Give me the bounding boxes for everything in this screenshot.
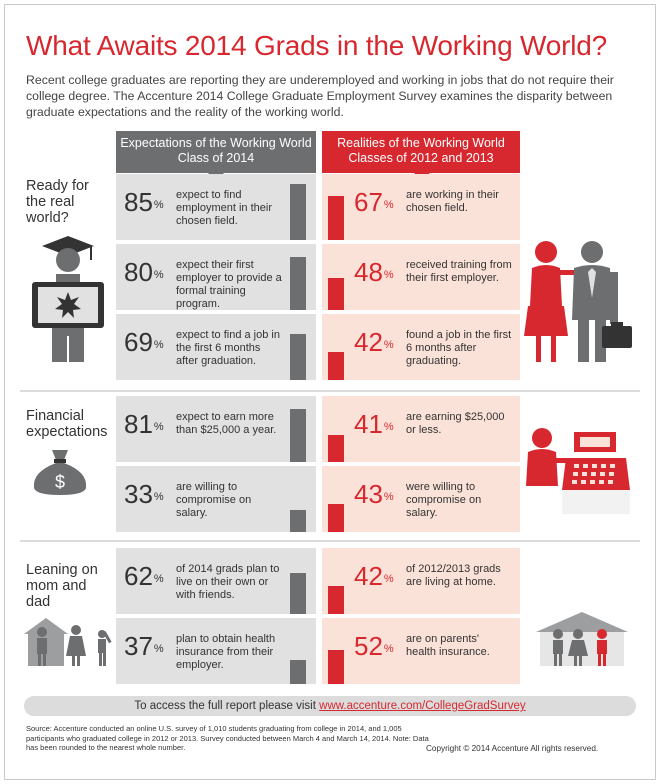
section-label-financial: Financial expectations <box>26 408 107 440</box>
expectation-bar <box>290 334 306 380</box>
reality-description: are earning $25,000 or less. <box>406 411 505 436</box>
expectation-percent: 85% <box>124 187 164 217</box>
reality-cell: 48% received training from their first e… <box>322 244 520 310</box>
stat-row: 33% are willing to compromise on salary.… <box>116 466 520 532</box>
family-icon <box>24 618 112 666</box>
reality-bar <box>328 278 344 310</box>
section-label-leaning: Leaning on mom and dad <box>26 562 98 610</box>
business-people-icon <box>524 241 632 362</box>
svg-text:$: $ <box>55 472 65 492</box>
cash-register-icon <box>526 428 630 514</box>
reality-description: received training from their first emplo… <box>406 259 512 284</box>
stat-row: 37% plan to obtain health insurance from… <box>116 618 520 684</box>
realities-header-line1: Realities of the Working World <box>337 136 505 150</box>
expectation-description: expect to earn more than $25,000 a year. <box>176 411 277 436</box>
stat-row: 62% of 2014 grads plan to live on their … <box>116 548 520 614</box>
reality-bar <box>328 504 344 532</box>
expectation-description: are willing to compromise on salary. <box>176 481 252 519</box>
realities-header-line2: Classes of 2012 and 2013 <box>348 151 494 165</box>
expectations-column-header: Expectations of the Working World Class … <box>116 131 316 181</box>
section-label-line: mom and <box>26 578 87 594</box>
reality-description: are on parents' health insurance. <box>406 633 490 658</box>
expectation-bar <box>290 257 306 310</box>
expectation-cell: 69% expect to find a job in the first 6 … <box>116 314 316 380</box>
section-label-line: expectations <box>26 424 108 440</box>
expectation-description: of 2014 grads plan to live on their own … <box>176 563 280 601</box>
section-label-line: world? <box>26 210 69 226</box>
reality-percent: 48% <box>354 257 394 287</box>
expectation-cell: 80% expect their first employer to provi… <box>116 244 316 310</box>
reality-description: of 2012/2013 grads are living at home. <box>406 563 501 588</box>
reality-description: were willing to compromise on salary. <box>406 481 482 519</box>
stat-row: 69% expect to find a job in the first 6 … <box>116 314 520 380</box>
expectation-cell: 37% plan to obtain health insurance from… <box>116 618 316 684</box>
reality-cell: 52% are on parents' health insurance. <box>322 618 520 684</box>
reality-bar <box>328 352 344 380</box>
reality-percent: 43% <box>354 479 394 509</box>
report-text: To access the full report please visit <box>134 700 316 712</box>
expectation-percent: 81% <box>124 409 164 439</box>
reality-cell: 42% found a job in the first 6 months af… <box>322 314 520 380</box>
section-divider <box>20 390 640 392</box>
stat-row: 81% expect to earn more than $25,000 a y… <box>116 396 520 462</box>
reality-bar <box>328 586 344 614</box>
reality-percent: 41% <box>354 409 394 439</box>
section-divider <box>20 540 640 542</box>
expectation-bar <box>290 573 306 614</box>
reality-percent: 42% <box>354 561 394 591</box>
expectation-bar <box>290 184 306 240</box>
reality-percent: 67% <box>354 187 394 217</box>
expectation-percent: 37% <box>124 631 164 661</box>
money-bag-icon: $ <box>33 450 87 495</box>
expectation-description: expect to find a job in the first 6 mont… <box>176 329 280 367</box>
expectation-description: expect to find employment in their chose… <box>176 189 272 227</box>
page-title: What Awaits 2014 Grads in the Working Wo… <box>26 30 608 61</box>
reality-percent: 52% <box>354 631 394 661</box>
reality-cell: 42% of 2012/2013 grads are living at hom… <box>322 548 520 614</box>
stat-row: 80% expect their first employer to provi… <box>116 244 520 310</box>
reality-percent: 42% <box>354 327 394 357</box>
section-label-line: Ready for <box>26 178 89 194</box>
section-label-line: dad <box>26 594 51 610</box>
expectation-bar <box>290 510 306 532</box>
graduate-icon <box>32 236 104 362</box>
expectation-percent: 80% <box>124 257 164 287</box>
report-link[interactable]: www.accenture.com/CollegeGradSurvey <box>319 700 526 712</box>
expectation-percent: 33% <box>124 479 164 509</box>
reality-cell: 43% were willing to compromise on salary… <box>322 466 520 532</box>
reality-bar <box>328 650 344 684</box>
reality-description: found a job in the first 6 months after … <box>406 329 512 367</box>
section-label-line: Leaning on <box>26 562 98 578</box>
expectation-percent: 69% <box>124 327 164 357</box>
house-family-icon <box>536 612 628 666</box>
expectation-cell: 81% expect to earn more than $25,000 a y… <box>116 396 316 462</box>
realities-column-header: Realities of the Working World Classes o… <box>322 131 520 181</box>
reality-bar <box>328 435 344 462</box>
stat-row: 85% expect to find employment in their c… <box>116 174 520 240</box>
expectations-header-line1: Expectations of the Working World <box>120 136 312 150</box>
section-label-line: Financial <box>26 408 85 424</box>
expectation-bar <box>290 660 306 684</box>
source-note: Source: Accenture conducted an online U.… <box>26 724 429 752</box>
expectation-bar <box>290 409 306 462</box>
reality-bar <box>328 196 344 240</box>
section-label-ready: Ready for the real world? <box>26 178 89 226</box>
reality-cell: 41% are earning $25,000 or less. <box>322 396 520 462</box>
section-label-line: the real <box>26 194 75 210</box>
expectation-description: expect their first employer to provide a… <box>176 259 282 310</box>
reality-description: are working in their chosen field. <box>406 189 499 214</box>
intro-paragraph: Recent college graduates are reporting t… <box>26 73 614 119</box>
expectation-cell: 85% expect to find employment in their c… <box>116 174 316 240</box>
reality-cell: 67% are working in their chosen field. <box>322 174 520 240</box>
copyright-text: Copyright © 2014 Accenture All rights re… <box>426 744 599 753</box>
expectation-description: plan to obtain health insurance from the… <box>176 633 276 671</box>
report-banner: To access the full report please visit w… <box>24 696 636 716</box>
expectation-percent: 62% <box>124 561 164 591</box>
expectation-cell: 62% of 2014 grads plan to live on their … <box>116 548 316 614</box>
expectations-header-line2: Class of 2014 <box>177 151 255 165</box>
expectation-cell: 33% are willing to compromise on salary. <box>116 466 316 532</box>
